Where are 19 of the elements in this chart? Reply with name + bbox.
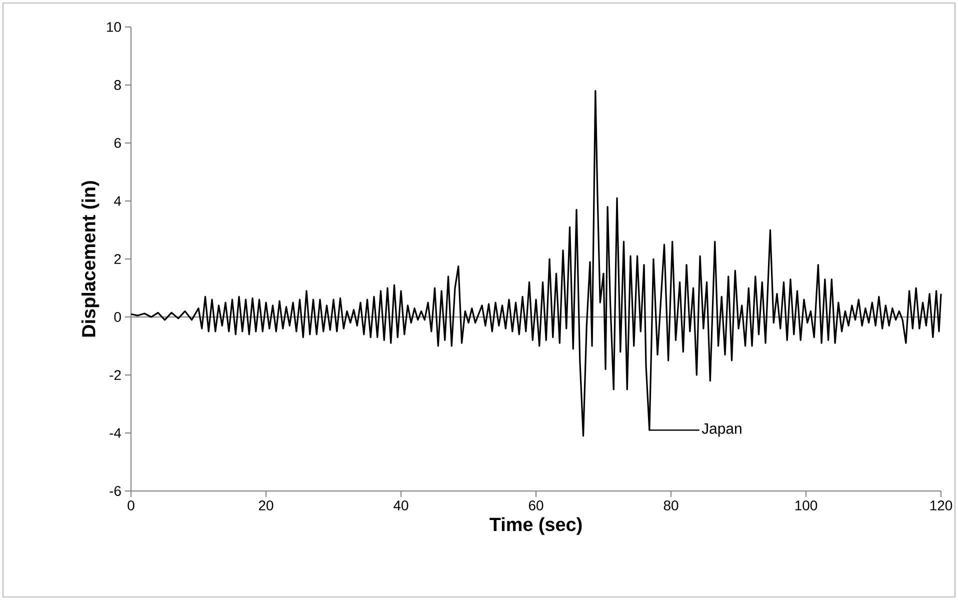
x-tick-label: 120 <box>930 500 952 510</box>
y-tick-label: 6 <box>114 138 121 148</box>
x-tick-label: 100 <box>795 500 818 510</box>
x-axis-title: Time (sec) <box>490 517 582 535</box>
x-tick-label: 0 <box>128 500 134 510</box>
y-tick-label: -2 <box>110 370 121 380</box>
y-tick-label: 10 <box>107 22 121 32</box>
x-tick-label: 60 <box>528 500 544 510</box>
x-tick-label: 40 <box>394 500 408 510</box>
y-tick-label: -6 <box>110 486 121 496</box>
y-tick-label: 0 <box>114 312 121 322</box>
legend-label: Japan <box>702 423 742 437</box>
x-tick-label: 80 <box>664 500 678 510</box>
y-tick-label: 4 <box>114 196 122 206</box>
y-axis-title: Displacement (in) <box>81 181 100 337</box>
y-tick-label: 2 <box>114 254 121 264</box>
x-tick-label: 20 <box>258 500 274 510</box>
y-tick-label: -4 <box>110 428 122 438</box>
y-tick-label: 8 <box>114 80 121 90</box>
